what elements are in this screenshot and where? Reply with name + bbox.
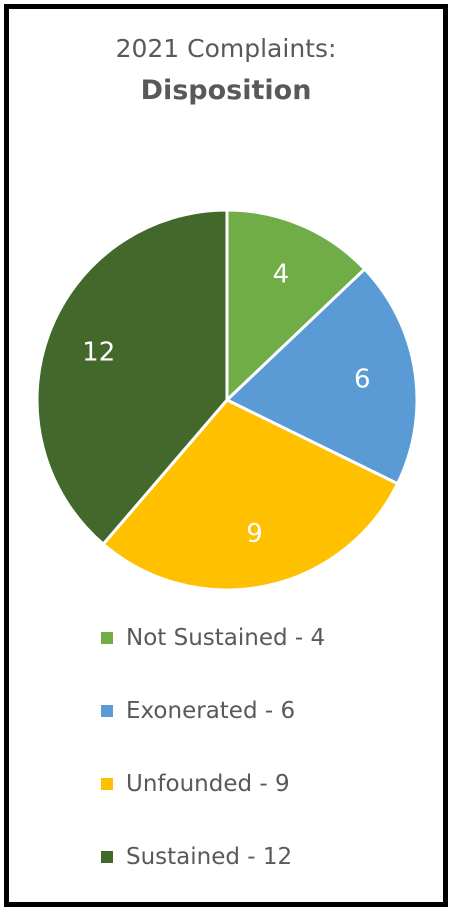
legend: Not Sustained - 4 Exonerated - 6 Unfound… xyxy=(101,611,325,903)
legend-item-not-sustained: Not Sustained - 4 xyxy=(101,611,325,684)
data-label-not-sustained: 4 xyxy=(273,259,290,289)
chart-subtitle: Disposition xyxy=(140,75,312,106)
pie-slice-sustained xyxy=(35,208,229,547)
data-label-unfounded: 9 xyxy=(246,519,263,549)
data-label-exonerated: 6 xyxy=(354,364,371,394)
pie-slice-exonerated xyxy=(224,266,419,486)
pie-slice-not-sustained xyxy=(225,208,367,404)
legend-swatch xyxy=(101,778,113,790)
legend-label: Unfounded - 9 xyxy=(126,771,290,797)
legend-label: Sustained - 12 xyxy=(126,844,293,870)
legend-swatch xyxy=(101,705,113,717)
legend-swatch xyxy=(101,851,113,863)
legend-item-sustained: Sustained - 12 xyxy=(101,830,325,903)
legend-item-exonerated: Exonerated - 6 xyxy=(101,684,325,757)
chart-title: 2021 Complaints: xyxy=(115,34,337,63)
pie-slice-unfounded xyxy=(101,398,400,592)
legend-label: Not Sustained - 4 xyxy=(126,625,326,651)
data-label-sustained: 12 xyxy=(82,337,115,367)
legend-item-unfounded: Unfounded - 9 xyxy=(101,757,325,830)
pie-chart: 4 6 9 12 xyxy=(35,208,419,592)
legend-label: Exonerated - 6 xyxy=(126,698,296,724)
legend-swatch xyxy=(101,632,113,644)
chart-frame: 2021 Complaints: Disposition 4 6 9 12 Not S… xyxy=(4,4,448,907)
